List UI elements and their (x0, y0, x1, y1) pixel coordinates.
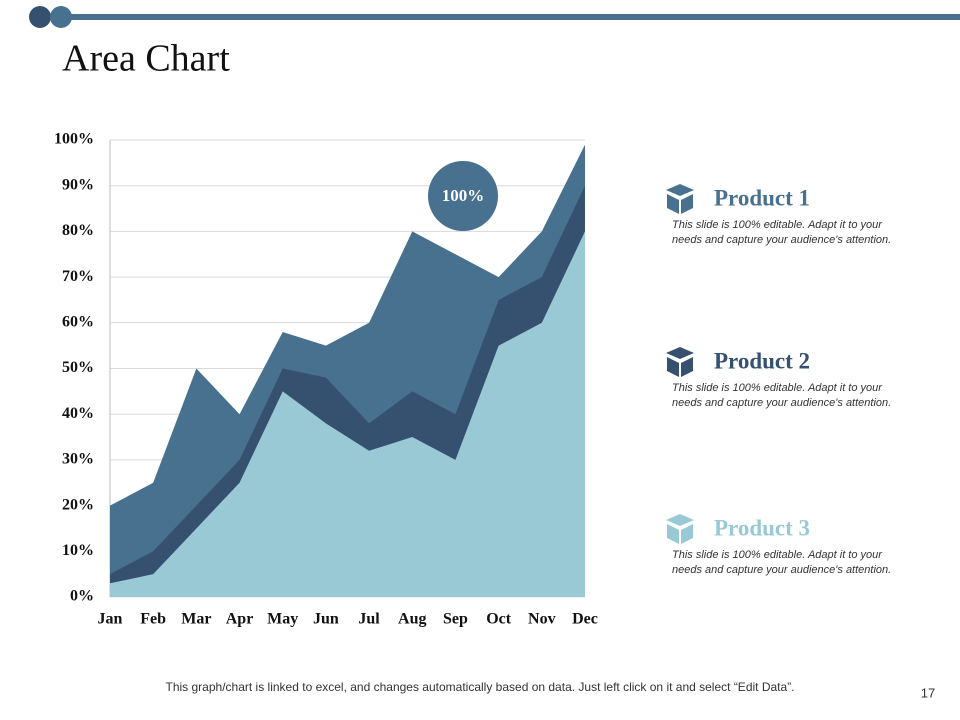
footnote: This graph/chart is linked to excel, and… (166, 680, 795, 694)
x-tick-label: Aug (398, 611, 426, 628)
legend-icon (667, 357, 679, 377)
legend-description-line: This slide is 100% editable. Adapt it to… (672, 219, 883, 231)
y-tick-label: 20% (62, 496, 94, 513)
top-dot (50, 6, 72, 28)
x-tick-label: May (267, 611, 298, 628)
legend-label: Product 1 (714, 185, 810, 210)
legend-description-line: This slide is 100% editable. Adapt it to… (672, 549, 883, 561)
legend-icon (666, 184, 694, 196)
legend-icon (666, 347, 694, 359)
legend-icon (681, 357, 693, 377)
legend-icon (666, 514, 694, 526)
legend-description: This slide is 100% editable. Adapt it to… (672, 549, 891, 576)
y-tick-label: 50% (62, 359, 94, 376)
legend-icon (681, 194, 693, 214)
y-tick-label: 60% (62, 313, 94, 330)
y-tick-label: 90% (62, 176, 94, 193)
legend-description: This slide is 100% editable. Adapt it to… (672, 219, 891, 246)
legend-description-line: needs and capture your audience's attent… (672, 564, 891, 576)
x-tick-label: Sep (443, 611, 468, 628)
x-tick-label: Jun (313, 611, 339, 628)
area (110, 231, 585, 597)
x-tick-label: Jul (358, 611, 380, 628)
annotation-circle (428, 161, 498, 231)
y-tick-label: 80% (62, 222, 94, 239)
annotation: 100% (442, 186, 485, 205)
x-tick-label: Dec (572, 611, 598, 628)
y-tick-label: 0% (70, 588, 94, 605)
x-tick-label: Feb (140, 611, 166, 628)
legend-description-line: This slide is 100% editable. Adapt it to… (672, 382, 883, 394)
top-bar (40, 14, 960, 20)
x-tick-label: Jan (98, 611, 123, 628)
y-tick-label: 40% (62, 405, 94, 422)
y-tick-label: 100% (54, 131, 94, 148)
legend-icon (667, 194, 679, 214)
top-dot (29, 6, 51, 28)
x-tick-label: Oct (486, 611, 512, 628)
legend-icon (667, 524, 679, 544)
y-tick-label: 10% (62, 542, 94, 559)
legend-description-line: needs and capture your audience's attent… (672, 234, 891, 246)
y-tick-label: 70% (62, 268, 94, 285)
y-tick-label: 30% (62, 451, 94, 468)
legend-label: Product 3 (714, 515, 810, 540)
legend-icon (681, 524, 693, 544)
legend-description-line: needs and capture your audience's attent… (672, 397, 891, 409)
page-number: 17 (921, 685, 935, 700)
x-tick-label: Apr (226, 611, 254, 628)
x-tick-label: Mar (181, 611, 211, 628)
x-tick-label: Nov (528, 611, 556, 628)
legend-label: Product 2 (714, 348, 810, 373)
legend-description: This slide is 100% editable. Adapt it to… (672, 382, 891, 409)
chart-title: Area Chart (62, 38, 230, 80)
